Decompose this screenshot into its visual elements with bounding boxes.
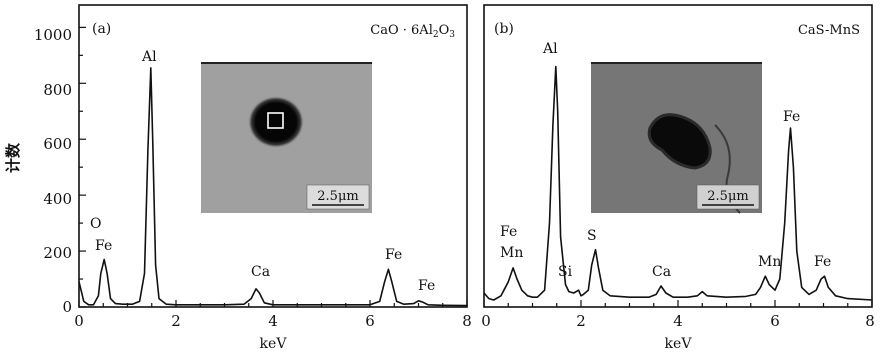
y-tick-label: 200	[43, 244, 72, 262]
x-axis-title-b: keV	[665, 336, 693, 352]
x-axis-title-a: keV	[260, 336, 288, 352]
sem-inset-b: 2.5μm	[591, 62, 762, 214]
y-tick-label: 0	[62, 298, 72, 316]
spectrum-line-b	[483, 65, 873, 301]
x-tick-label: 6	[365, 312, 375, 330]
x-tick-label: 4	[673, 312, 683, 330]
x-tick-labels-a: 0 2 4 6 8	[74, 312, 472, 330]
x-tick-label: 2	[576, 312, 586, 330]
peak-label-al: Al	[141, 49, 157, 65]
x-tick-label: 8	[865, 312, 875, 330]
y-tick-label: 600	[43, 135, 72, 153]
panel-label-a: (a)	[92, 21, 111, 37]
x-tick-label: 0	[74, 312, 84, 330]
peak-label-ca: Ca	[652, 264, 671, 280]
peak-label-fe: Fe	[783, 109, 800, 125]
analysis-box-icon	[267, 112, 284, 129]
y-tick-label: 800	[43, 81, 72, 99]
x-tick-labels-b: 0 2 4 6 8	[481, 312, 875, 330]
y-tick-label: 1000	[34, 26, 72, 44]
peak-label-fe: Fe	[814, 254, 831, 270]
panel-a: (a) CaO · 6Al2O3 O Fe Al Ca Fe Fe	[78, 4, 468, 308]
compound-label-b: CaS-MnS	[798, 23, 860, 38]
sem-inset-a: 2.5μm	[201, 62, 372, 213]
peak-label-ca: Ca	[251, 264, 270, 280]
x-tick-label: 4	[268, 312, 278, 330]
x-tick-label: 0	[481, 312, 491, 330]
peak-label-fe: Fe	[95, 238, 112, 254]
spectrum-line-a	[78, 67, 468, 307]
y-tick-labels: 0 200 400 600 800 1000	[34, 26, 72, 316]
peak-label-mn: Mn	[758, 254, 781, 270]
peak-label-si: Si	[558, 264, 573, 280]
peak-label-s: S	[587, 228, 597, 244]
y-axis-title: 计数	[4, 142, 22, 173]
peak-label-fe: Fe	[418, 278, 435, 294]
peak-label-fe: Fe	[500, 224, 517, 240]
scale-bar-label-a: 2.5μm	[317, 189, 358, 204]
scale-bar-label-b: 2.5μm	[707, 189, 748, 204]
peak-label-mn: Mn	[500, 245, 523, 261]
x-tick-label: 2	[171, 312, 181, 330]
x-tick-label: 6	[770, 312, 780, 330]
inclusion-particle	[647, 113, 712, 170]
y-tick-label: 400	[43, 190, 72, 208]
x-tick-label: 8	[462, 312, 472, 330]
peak-label-al: Al	[542, 41, 558, 57]
panel-a-ticks	[78, 26, 468, 308]
compound-label-a: CaO · 6Al2O3	[370, 23, 455, 40]
panel-label-b: (b)	[494, 21, 514, 37]
panel-b: (b) CaS-MnS Fe Mn Al Si S Ca Mn Fe Fe 2.…	[483, 4, 873, 308]
peak-label-o: O	[90, 216, 101, 232]
peak-label-fe: Fe	[385, 247, 402, 263]
panel-b-ticks	[483, 300, 873, 307]
